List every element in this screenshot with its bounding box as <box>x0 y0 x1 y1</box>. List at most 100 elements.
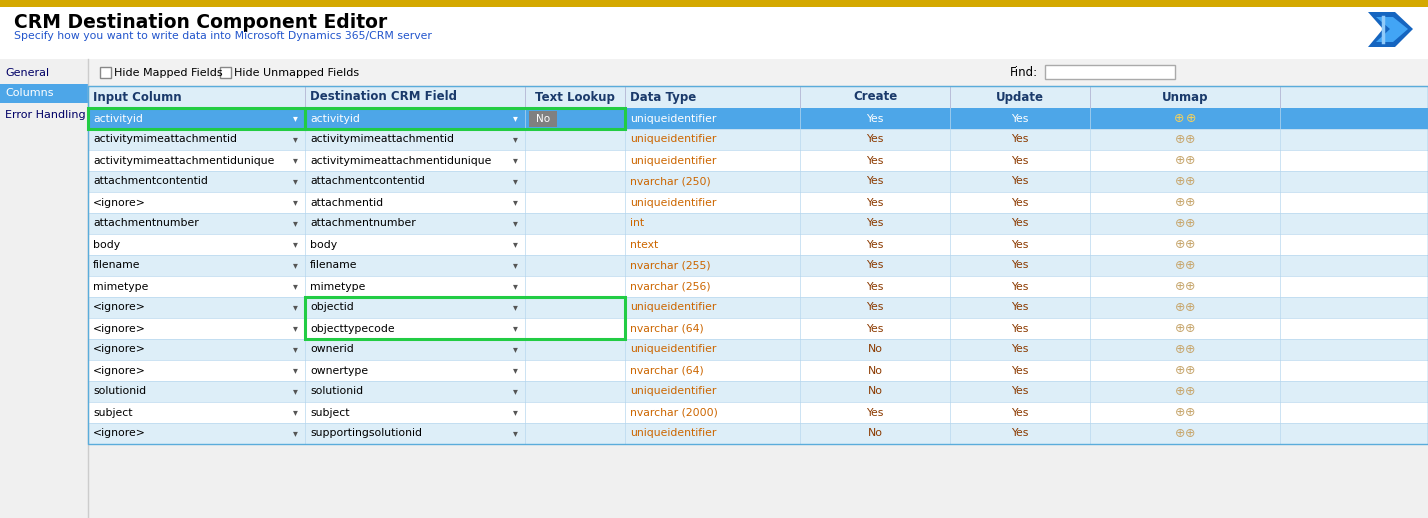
FancyBboxPatch shape <box>0 84 89 103</box>
Text: Unmap: Unmap <box>1162 91 1208 104</box>
Text: activitymimeattachmentidunique: activitymimeattachmentidunique <box>93 155 274 165</box>
Text: Columns: Columns <box>6 89 53 98</box>
Text: Yes: Yes <box>867 113 884 123</box>
Text: uniqueidentifier: uniqueidentifier <box>630 135 717 145</box>
Text: ⊕: ⊕ <box>1185 280 1195 293</box>
Text: Hide Mapped Fields: Hide Mapped Fields <box>114 68 223 78</box>
Text: uniqueidentifier: uniqueidentifier <box>630 386 717 396</box>
Text: ⊕: ⊕ <box>1185 133 1195 146</box>
FancyBboxPatch shape <box>89 108 1428 129</box>
Text: uniqueidentifier: uniqueidentifier <box>630 428 717 439</box>
Text: ▾: ▾ <box>293 197 298 208</box>
Text: ▾: ▾ <box>293 324 298 334</box>
Text: Yes: Yes <box>1011 303 1028 312</box>
Text: No: No <box>867 344 883 354</box>
FancyBboxPatch shape <box>89 192 1428 213</box>
Text: ⊕: ⊕ <box>1175 217 1185 230</box>
Text: <ignore>: <ignore> <box>93 366 146 376</box>
Text: nvarchar (255): nvarchar (255) <box>630 261 711 270</box>
FancyBboxPatch shape <box>0 0 1428 7</box>
FancyBboxPatch shape <box>89 255 1428 276</box>
Text: ▾: ▾ <box>513 197 518 208</box>
Text: mimetype: mimetype <box>310 281 366 292</box>
FancyBboxPatch shape <box>528 111 557 127</box>
Text: ⊕: ⊕ <box>1175 280 1185 293</box>
FancyBboxPatch shape <box>89 276 1428 297</box>
Text: Yes: Yes <box>1011 324 1028 334</box>
Text: ▾: ▾ <box>513 155 518 165</box>
Text: ⊕: ⊕ <box>1175 385 1185 398</box>
Text: uniqueidentifier: uniqueidentifier <box>630 113 717 123</box>
FancyBboxPatch shape <box>89 59 1428 86</box>
Text: ⊕: ⊕ <box>1175 259 1185 272</box>
Text: ▾: ▾ <box>293 344 298 354</box>
Text: ⊕: ⊕ <box>1185 406 1195 419</box>
Text: Hide Unmapped Fields: Hide Unmapped Fields <box>234 68 358 78</box>
Text: ⊕: ⊕ <box>1185 343 1195 356</box>
Text: No: No <box>536 113 550 123</box>
Text: ▾: ▾ <box>513 303 518 312</box>
Text: Yes: Yes <box>1011 135 1028 145</box>
Text: ▾: ▾ <box>513 324 518 334</box>
Text: Yes: Yes <box>867 281 884 292</box>
Text: subject: subject <box>93 408 133 418</box>
FancyBboxPatch shape <box>100 67 111 78</box>
Text: ntext: ntext <box>630 239 658 250</box>
Text: ▾: ▾ <box>513 239 518 250</box>
Text: ▾: ▾ <box>293 113 298 123</box>
Text: ▾: ▾ <box>293 135 298 145</box>
Text: objectid: objectid <box>310 303 354 312</box>
FancyBboxPatch shape <box>89 86 1428 108</box>
Text: Yes: Yes <box>1011 113 1028 123</box>
Text: Input Column: Input Column <box>93 91 181 104</box>
Text: ▾: ▾ <box>293 177 298 186</box>
Text: Yes: Yes <box>1011 428 1028 439</box>
FancyBboxPatch shape <box>0 59 1428 518</box>
Text: attachmentnumber: attachmentnumber <box>93 219 198 228</box>
Text: ownertype: ownertype <box>310 366 368 376</box>
Text: activitymimeattachmentidunique: activitymimeattachmentidunique <box>310 155 491 165</box>
Text: attachmentid: attachmentid <box>310 197 383 208</box>
FancyBboxPatch shape <box>0 7 1428 59</box>
Text: CRM Destination Component Editor: CRM Destination Component Editor <box>14 13 387 32</box>
Text: ⊕: ⊕ <box>1185 238 1195 251</box>
Text: ⊕: ⊕ <box>1174 112 1184 125</box>
Text: ⊕: ⊕ <box>1185 301 1195 314</box>
Text: ▾: ▾ <box>293 261 298 270</box>
Text: uniqueidentifier: uniqueidentifier <box>630 344 717 354</box>
Text: nvarchar (2000): nvarchar (2000) <box>630 408 718 418</box>
Text: supportingsolutionid: supportingsolutionid <box>310 428 423 439</box>
Text: Yes: Yes <box>1011 177 1028 186</box>
FancyBboxPatch shape <box>89 171 1428 192</box>
Text: ▾: ▾ <box>513 344 518 354</box>
Text: ▾: ▾ <box>293 239 298 250</box>
Text: ▾: ▾ <box>293 281 298 292</box>
Text: ▾: ▾ <box>293 366 298 376</box>
Text: Yes: Yes <box>1011 239 1028 250</box>
Text: ⊕: ⊕ <box>1185 427 1195 440</box>
FancyBboxPatch shape <box>89 339 1428 360</box>
Text: Yes: Yes <box>1011 219 1028 228</box>
Text: nvarchar (250): nvarchar (250) <box>630 177 711 186</box>
FancyBboxPatch shape <box>89 150 1428 171</box>
Text: ▾: ▾ <box>513 219 518 228</box>
Text: Find:: Find: <box>1010 66 1038 79</box>
Polygon shape <box>1377 17 1408 42</box>
Text: Yes: Yes <box>1011 408 1028 418</box>
Text: ⊕: ⊕ <box>1175 133 1185 146</box>
Text: ▾: ▾ <box>513 428 518 439</box>
Text: objecttypecode: objecttypecode <box>310 324 394 334</box>
Text: ⊕: ⊕ <box>1175 301 1185 314</box>
Text: ⊕: ⊕ <box>1185 364 1195 377</box>
Text: Yes: Yes <box>867 303 884 312</box>
Text: ▾: ▾ <box>513 177 518 186</box>
Text: solutionid: solutionid <box>93 386 146 396</box>
Text: Yes: Yes <box>867 135 884 145</box>
Text: Yes: Yes <box>1011 366 1028 376</box>
Text: ⊕: ⊕ <box>1175 406 1185 419</box>
Text: attachmentnumber: attachmentnumber <box>310 219 416 228</box>
Text: body: body <box>310 239 337 250</box>
Text: Yes: Yes <box>867 408 884 418</box>
FancyBboxPatch shape <box>89 297 1428 318</box>
Text: ▾: ▾ <box>293 303 298 312</box>
